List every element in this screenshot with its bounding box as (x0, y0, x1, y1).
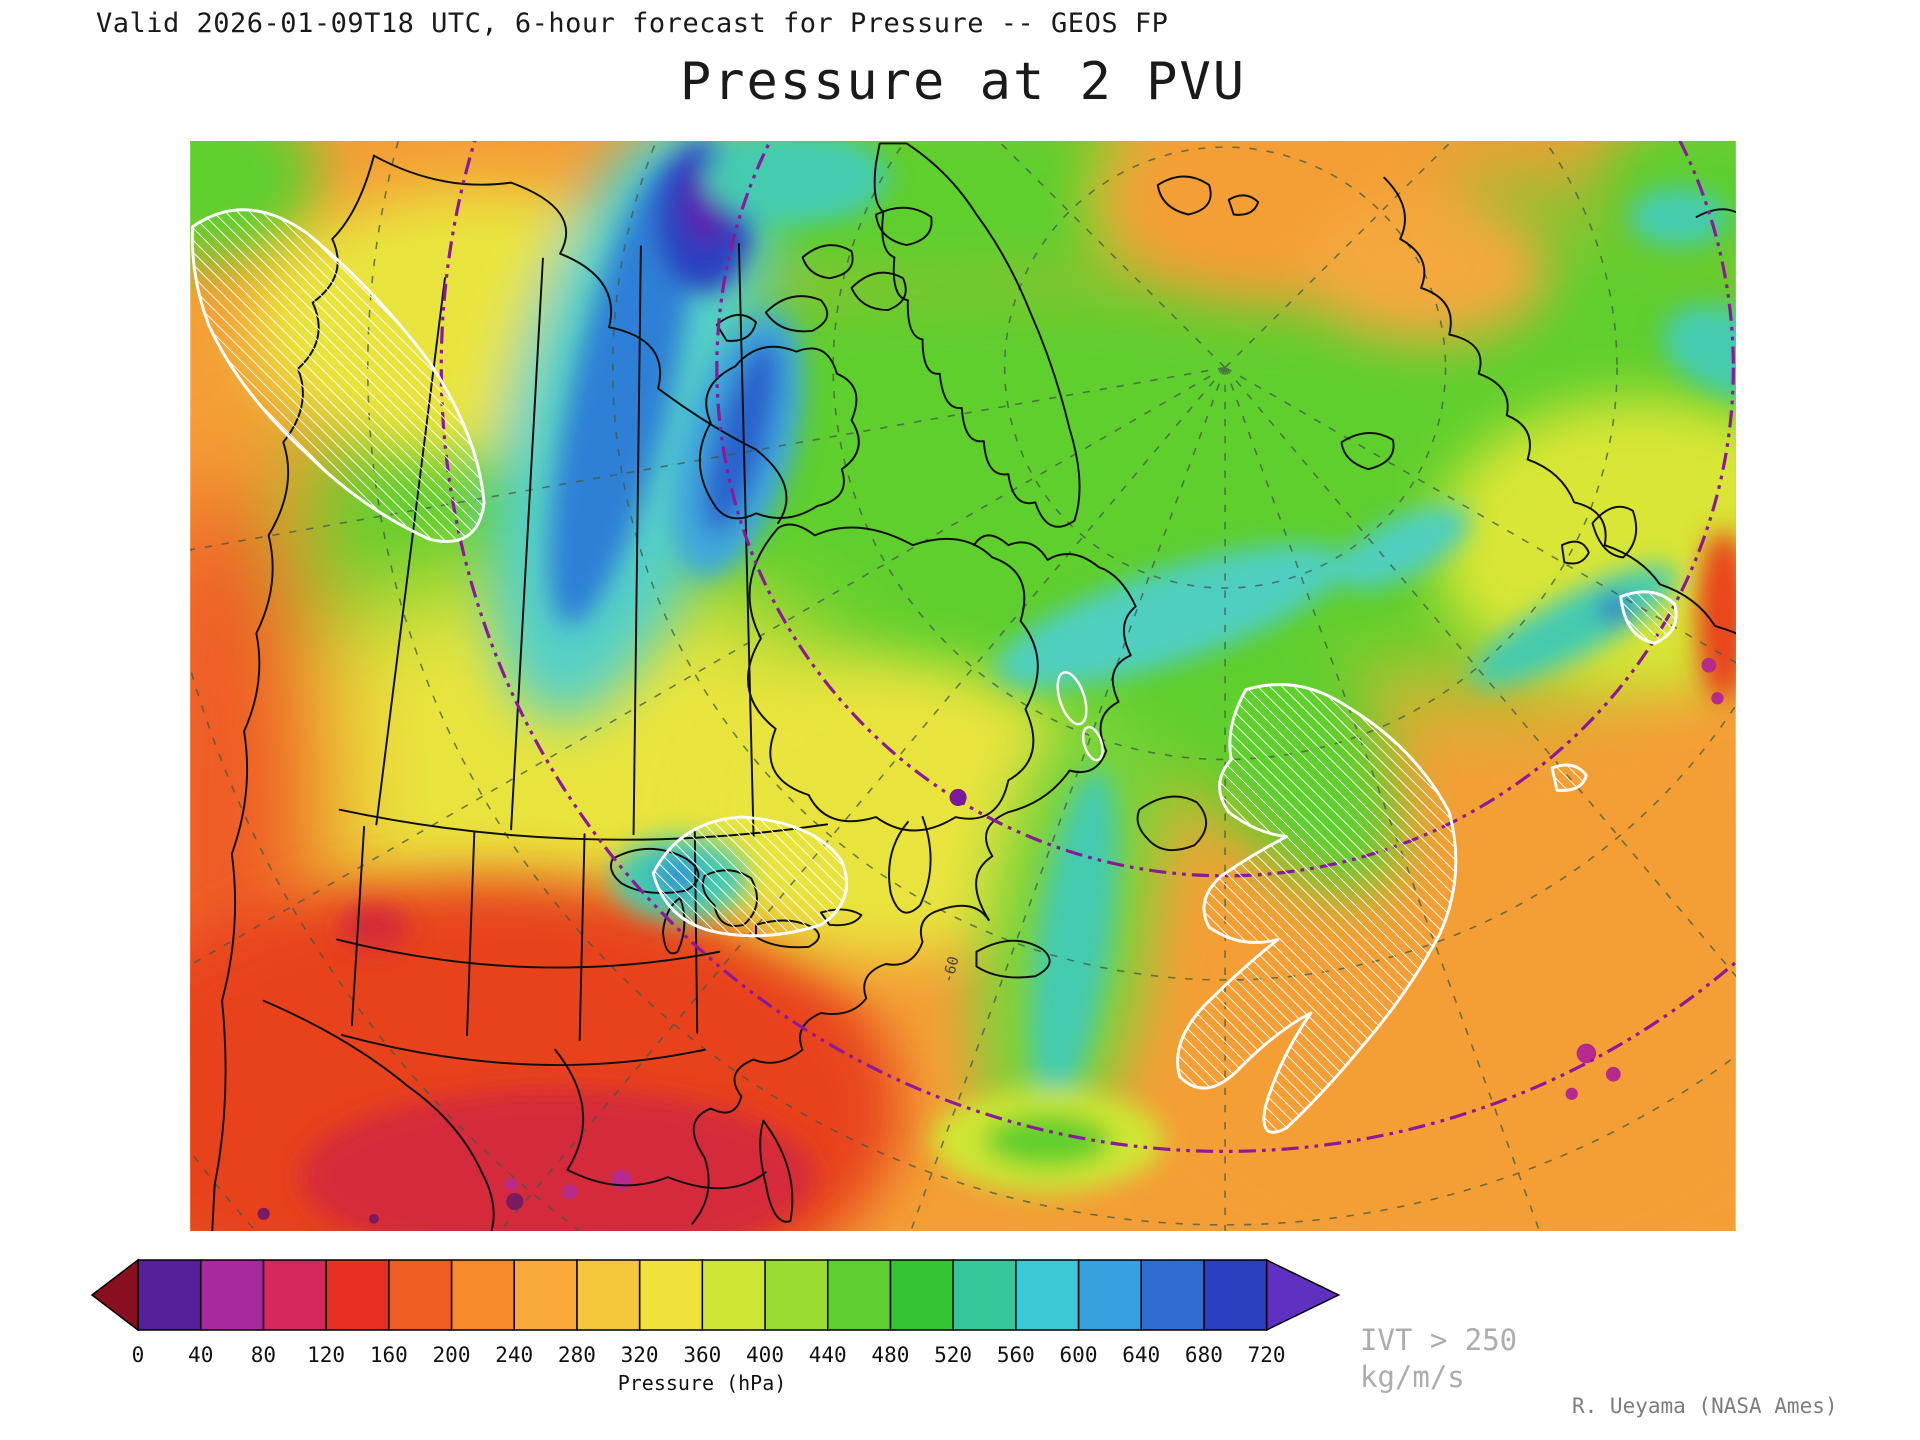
ivt-small-contours (1056, 671, 1104, 762)
colorbar-tick-label: 200 (433, 1343, 471, 1367)
colorbar-segment (137, 1259, 202, 1331)
colorbar-segment (388, 1259, 453, 1331)
colorbar-segment (1203, 1259, 1268, 1331)
colorbar-tick-label: 480 (871, 1343, 909, 1367)
colorbar-segment (513, 1259, 578, 1331)
credits: R. Ueyama (NASA Ames) L. Lait (NASA Ames… (1572, 1324, 1913, 1440)
ivt-label: IVT > 250 (1360, 1323, 1518, 1357)
colorbar-tick-label: 560 (997, 1343, 1035, 1367)
colorbar-tick-label: 40 (188, 1343, 213, 1367)
colorbar: 720 680 640 600 560 520 480 440 400 360 320 280 240 2… (86, 1256, 1356, 1396)
colorbar-tick-label: 360 (683, 1343, 721, 1367)
colorbar-segment (952, 1259, 1017, 1331)
colorbar-tick-label: 520 (934, 1343, 972, 1367)
colorbar-segment (1077, 1259, 1142, 1331)
ivt-hatched-regions (190, 208, 1678, 1134)
colorbar-segment (262, 1259, 327, 1331)
colorbar-svg: 7206806406005605204804404003603202802402… (90, 1258, 1341, 1395)
colorbar-segment (450, 1259, 515, 1331)
pressure-color-field (190, 141, 1736, 1231)
colorbar-tick-label: 440 (809, 1343, 847, 1367)
station-marker (949, 788, 967, 807)
colorbar-tick-label: 240 (495, 1343, 533, 1367)
colorbar-tick-label: 120 (307, 1343, 345, 1367)
pressure-map: -60 (190, 141, 1736, 1231)
colorbar-tick-label: 280 (558, 1343, 596, 1367)
colorbar-tick-label: 160 (370, 1343, 408, 1367)
colorbar-segment (325, 1259, 390, 1331)
ivt-units: kg/m/s (1360, 1360, 1465, 1394)
colorbar-segment (576, 1259, 641, 1331)
colorbar-tick-label: 80 (251, 1343, 276, 1367)
colorbar-segment (764, 1259, 829, 1331)
colorbar-tick-label: 400 (746, 1343, 784, 1367)
valid-time-line: Valid 2026-01-09T18 UTC, 6-hour forecast… (96, 8, 1169, 39)
colorbar-tick-label: 640 (1122, 1343, 1160, 1367)
colorbar-over-arrow (1265, 1258, 1341, 1332)
map-container: -60 (190, 141, 1736, 1231)
colorbar-segment (701, 1259, 766, 1331)
colorbar-title: Pressure (hPa) (618, 1371, 787, 1395)
colorbar-segment (638, 1259, 704, 1331)
colorbar-tick-label: 720 (1248, 1343, 1286, 1367)
colorbar-tick-label: 320 (621, 1343, 659, 1367)
colorbar-tick-label: 0 (132, 1343, 145, 1367)
colorbar-segment (199, 1259, 265, 1331)
colorbar-segment (889, 1259, 954, 1331)
ivt-legend: IVT > 250 kg/m/s (1360, 1322, 1517, 1396)
colorbar-tick-label: 680 (1185, 1343, 1223, 1367)
colorbar-segment (1015, 1259, 1080, 1331)
colorbar-under-arrow (90, 1258, 139, 1332)
colorbar-tick-label: 600 (1060, 1343, 1098, 1367)
colorbar-segment (826, 1259, 892, 1331)
page-title: Pressure at 2 PVU (679, 52, 1247, 112)
credit-line-1: R. Ueyama (NASA Ames) (1572, 1394, 1838, 1418)
graticule-meridian-label: -60 (939, 955, 962, 985)
colorbar-segment (1140, 1259, 1205, 1331)
